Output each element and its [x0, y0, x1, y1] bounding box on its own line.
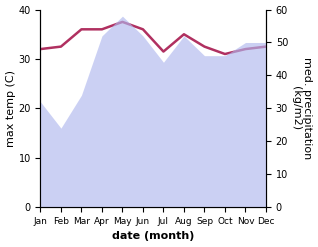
Y-axis label: max temp (C): max temp (C) — [5, 70, 16, 147]
X-axis label: date (month): date (month) — [112, 231, 194, 242]
Y-axis label: med. precipitation
(kg/m2): med. precipitation (kg/m2) — [291, 57, 313, 160]
